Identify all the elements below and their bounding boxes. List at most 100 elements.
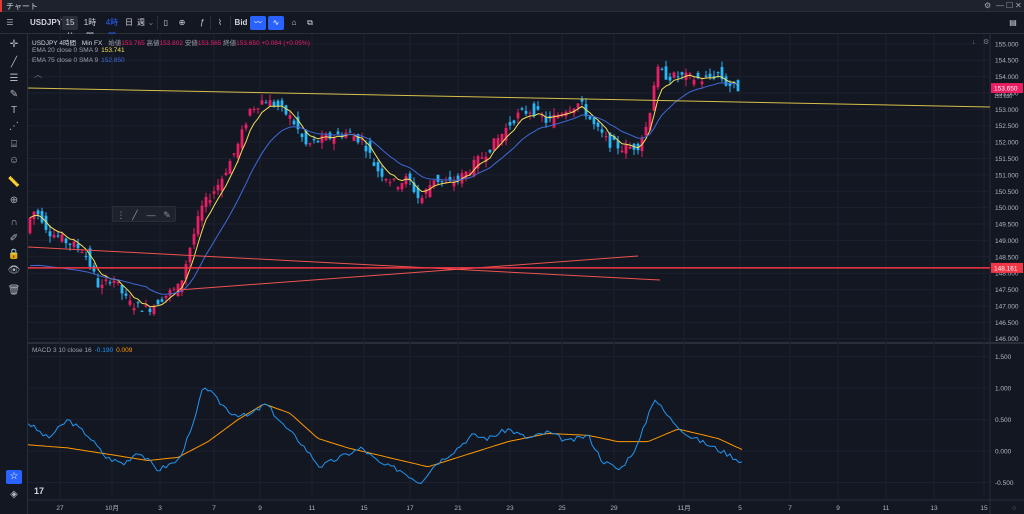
candle-body (352, 136, 356, 141)
candle-body (280, 100, 284, 106)
magnet-icon[interactable]: ∩ (10, 217, 18, 228)
price-tick-label: 148.000 (995, 271, 1019, 278)
candle-body (204, 197, 208, 207)
candle-body (464, 171, 468, 179)
ema75-legend[interactable]: EMA 75 close 0 SMA 9 152.850 (32, 57, 125, 64)
price-tick-label: 155.000 (995, 41, 1019, 48)
candle-body (312, 139, 316, 141)
resistance-trendline[interactable] (27, 87, 991, 108)
layout-panel-icon[interactable]: ▤ (1009, 18, 1017, 27)
draw-hline-icon[interactable]: — (146, 210, 156, 220)
chart-area[interactable]: 155.000 154.500 154.000 153.500 153.000 152.5… (27, 34, 1024, 514)
macd-legend[interactable]: MACD 3 10 close 16 -0.190 0.009 (32, 347, 132, 354)
macd-style-icon[interactable]: ∿ (268, 16, 284, 30)
last-price-tag[interactable] (991, 83, 1023, 94)
main-pane[interactable] (28, 34, 990, 342)
candle-body (720, 67, 724, 80)
pane-settings-icon[interactable]: ⚙ (983, 38, 989, 46)
alert-icon[interactable]: ⌂ (291, 18, 297, 27)
download-icon[interactable]: ↓ (972, 39, 976, 46)
fib-icon[interactable]: ☰ (9, 73, 19, 84)
trash-icon[interactable]: 🗑 (7, 285, 21, 296)
candle-body (384, 179, 388, 181)
ema20-legend[interactable]: EMA 20 close 0 SMA 9 153.741 (32, 47, 125, 54)
candle-body (180, 280, 184, 293)
price-tick-label: 147.500 (995, 287, 1019, 294)
interval-day[interactable]: 日 (125, 18, 133, 27)
text-tool-icon[interactable]: T (10, 105, 18, 116)
rising-trendline[interactable] (177, 255, 639, 291)
candle-body (568, 110, 572, 112)
toolbar-divider (157, 16, 158, 30)
settings-icon[interactable]: ⚙ (984, 1, 992, 10)
candle-body (500, 134, 504, 143)
candle-body (60, 234, 64, 242)
candle-body (424, 189, 428, 194)
candle-body (612, 135, 616, 140)
falling-trendline[interactable] (27, 246, 661, 281)
signal-value: 0.009 (116, 347, 133, 354)
candle-body (364, 145, 368, 152)
line-price-tag[interactable] (991, 262, 1023, 273)
chart-canvas[interactable]: 155.000 154.500 154.000 153.500 153.000 152.5… (27, 34, 1024, 514)
reset-scale-icon[interactable]: ○ (1012, 505, 1016, 512)
candle-body (196, 216, 200, 235)
object-tree-icon[interactable]: ◈ (10, 489, 18, 500)
signal-line[interactable] (27, 403, 743, 468)
candle-body (664, 66, 668, 80)
measure-icon[interactable]: ⌸ (11, 139, 17, 150)
symbol-search-button[interactable]: USDJPY (30, 18, 63, 27)
candle-body (356, 134, 360, 143)
minimize-icon[interactable]: — (996, 1, 1004, 10)
stay-drawing-icon[interactable]: ✐ (9, 233, 19, 244)
floating-drawing-toolbar[interactable]: ⋮ ╱ — ✎ (112, 206, 176, 222)
interval-week[interactable]: 週 (137, 18, 145, 27)
draw-line-icon[interactable]: ╱ (132, 210, 138, 220)
drag-handle-icon[interactable]: ⋮ (116, 210, 126, 220)
legend-symbol: USDJPY (32, 40, 58, 47)
candle-body (668, 76, 672, 81)
compare-icon[interactable]: ⌇ (218, 18, 222, 27)
ruler-icon[interactable]: 📏 (7, 177, 21, 188)
interval-4h[interactable]: 4時間 (105, 18, 119, 41)
draw-brush-icon[interactable]: ✎ (163, 210, 171, 220)
hide-icon[interactable]: 👁 (7, 265, 21, 276)
interval-1h[interactable]: 1時間 (83, 18, 97, 41)
candle-body (144, 305, 148, 307)
close-icon[interactable]: ✕ (1015, 1, 1022, 10)
collapse-legend-icon[interactable]: ︿ (34, 70, 42, 79)
interval-dropdown-icon[interactable]: ⌄ (147, 18, 155, 27)
brush-icon[interactable]: ✎ (9, 89, 19, 100)
time-tick-label: 23 (506, 505, 514, 512)
line-style-icon[interactable]: 〰 (250, 16, 266, 30)
add-indicator-icon[interactable]: ⊕ (178, 18, 186, 27)
candle-body (320, 135, 324, 143)
indicators-fx-icon[interactable]: ƒ (199, 18, 205, 27)
legend-open-label: 始値 (108, 40, 122, 47)
macd-line[interactable] (27, 387, 743, 484)
legend-change: +0.084 (+0.05%) (261, 40, 310, 47)
candle-body (456, 175, 460, 180)
favorite-star-icon[interactable]: ☆ (6, 470, 22, 484)
bid-button[interactable]: Bid (234, 18, 248, 27)
price-tick-label: 153.000 (995, 107, 1019, 114)
candle-body (712, 76, 716, 79)
lock-icon[interactable]: 🔒 (7, 249, 21, 260)
crosshair-icon[interactable]: ✛ (9, 39, 19, 50)
ema75-line[interactable] (29, 82, 739, 295)
layout-icon[interactable]: ⧉ (307, 18, 313, 27)
interval-15m[interactable]: 15分 (62, 16, 78, 41)
pattern-icon[interactable]: ⋰ (9, 121, 19, 132)
emoji-icon[interactable]: ☺ (8, 155, 20, 166)
price-tick-label: 146.000 (995, 336, 1019, 343)
candle-body (524, 110, 528, 114)
trendline-icon[interactable]: ╱ (10, 57, 18, 68)
time-tick-label: 13 (930, 505, 938, 512)
zoom-in-icon[interactable]: ⊕ (9, 195, 19, 206)
price-tick-label: 154.000 (995, 74, 1019, 81)
time-tick-label: 15 (980, 505, 988, 512)
candle-type-icon[interactable]: ▯ (163, 18, 169, 27)
ema20-line[interactable] (29, 74, 739, 308)
menu-icon[interactable]: ☰ (6, 18, 14, 27)
maximize-icon[interactable]: ☐ (1006, 1, 1014, 10)
